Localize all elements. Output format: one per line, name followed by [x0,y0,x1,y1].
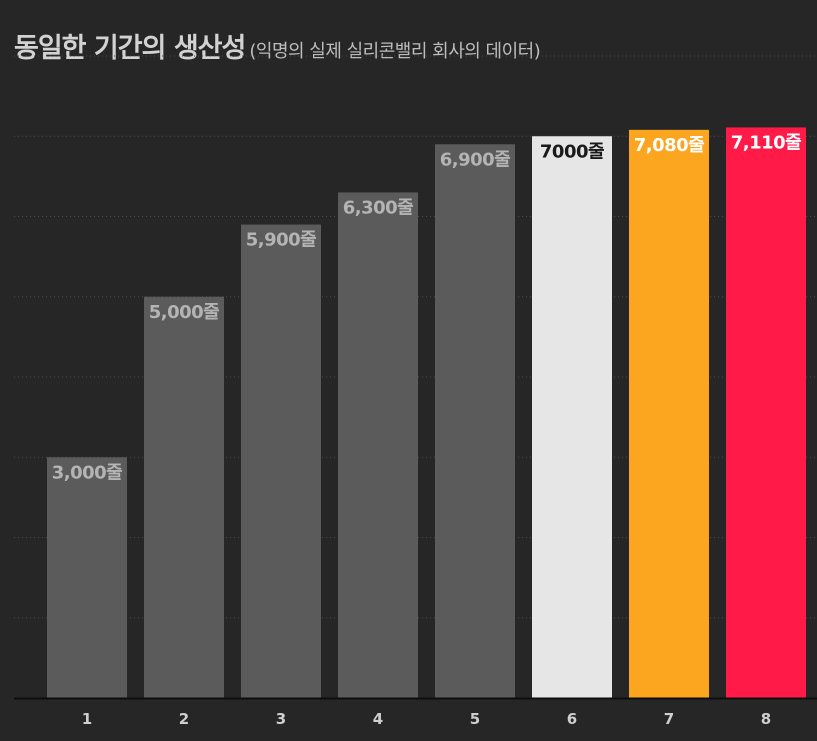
bar-4 [338,192,418,699]
data-label-2: 5,000줄 [149,302,220,323]
x-tick-labels: 1 2 3 4 5 6 7 8 [82,710,771,728]
x-tick-label-5: 5 [470,710,480,728]
x-tick-label-1: 1 [82,710,92,728]
data-label-8: 7,110줄 [731,132,802,153]
bar-6 [532,136,612,698]
x-tick-label-4: 4 [373,710,383,728]
data-label-1: 3,000줄 [52,462,123,483]
bar-2 [144,296,224,698]
data-label-7: 7,080줄 [634,135,705,156]
x-tick-label-3: 3 [276,710,286,728]
x-tick-label-7: 7 [664,710,674,728]
bar-8 [726,127,806,699]
x-tick-label-2: 2 [179,710,189,728]
chart-title: 동일한 기간의 생산성 [14,33,246,64]
bars: 3,000줄 5,000줄 5,900줄 6,300줄 6,900줄 7000줄 7,080… [47,127,806,699]
data-label-4: 6,300줄 [343,197,414,218]
chart-subtitle: (익명의 실제 실리콘밸리 회사의 데이터) [249,41,541,62]
bar-5 [435,144,515,698]
x-tick-label-8: 8 [761,710,771,728]
chart-header: 동일한 기간의 생산성 (익명의 실제 실리콘밸리 회사의 데이터) [14,26,541,65]
bar-1 [47,457,127,698]
bar-3 [241,224,321,698]
data-label-3: 5,900줄 [246,230,317,251]
data-label-5: 6,900줄 [440,149,511,170]
x-tick-label-6: 6 [567,710,577,728]
bar-7 [629,129,709,698]
data-label-6: 7000줄 [540,141,604,162]
